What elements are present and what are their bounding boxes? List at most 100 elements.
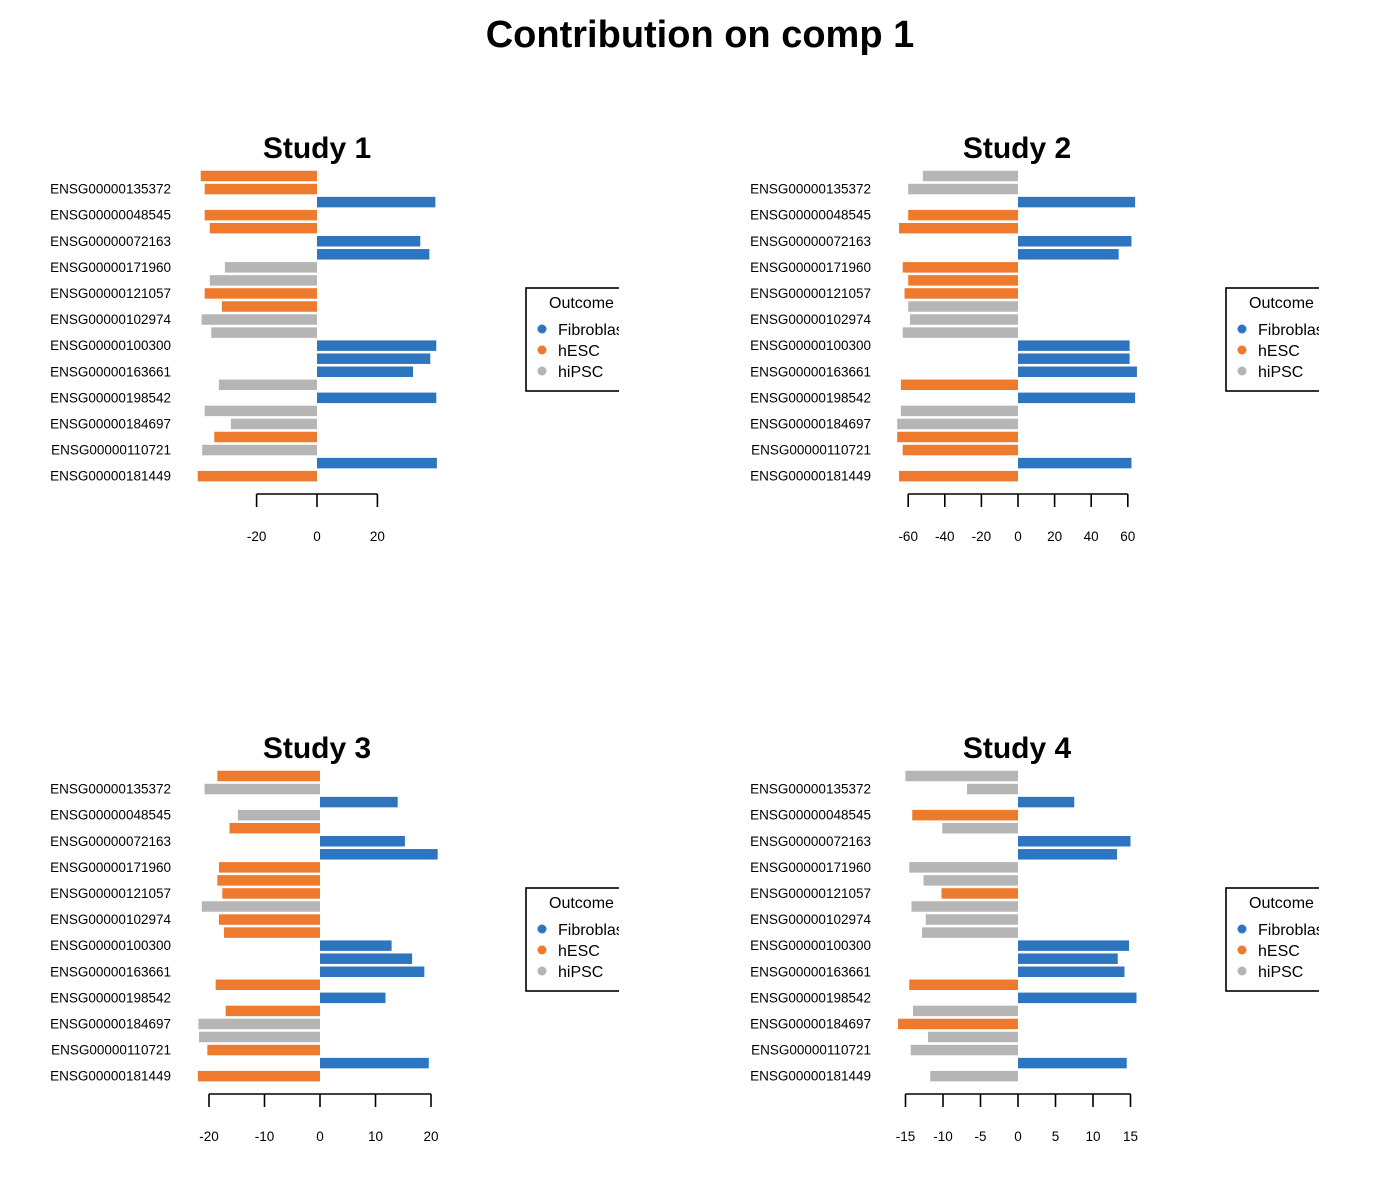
bar-hesc — [200, 170, 317, 182]
x-tick-label: 0 — [313, 529, 321, 544]
bar-hipsc — [922, 927, 1018, 938]
bar-hesc — [217, 770, 320, 782]
panel-study-2: Study 2 ENSG00000135372 ENSG00000048545 ENS… — [750, 132, 1400, 544]
legend-label: hESC — [558, 343, 600, 360]
x-tick-label: 10 — [1085, 1129, 1100, 1144]
legend-dot-fibroblast — [1237, 324, 1247, 334]
gene-label: ENSG00000198542 — [50, 390, 171, 405]
x-tick-label: -60 — [898, 529, 918, 544]
bar-hesc — [204, 183, 317, 195]
legend-clip-mask — [1319, 884, 1400, 996]
legend-label: hESC — [1258, 343, 1300, 360]
bar-hesc — [229, 822, 320, 834]
gene-label: ENSG00000048545 — [750, 208, 871, 223]
legend-label: Fibroblast — [558, 322, 629, 339]
bar-hesc — [214, 431, 317, 443]
gene-label: ENSG00000121057 — [750, 886, 871, 901]
legend: Outcome Fibroblast hESC hiPSC — [525, 284, 700, 396]
legend-label: hiPSC — [558, 364, 603, 381]
bar-fibroblast — [317, 457, 437, 469]
legend-label: Fibroblast — [1258, 322, 1329, 339]
bar-hipsc — [209, 275, 317, 286]
panel-title: Study 2 — [963, 132, 1071, 165]
bar-hesc — [223, 927, 320, 938]
legend-label: hESC — [558, 943, 600, 960]
bar-hesc — [908, 275, 1018, 286]
gene-label: ENSG00000184697 — [750, 416, 871, 431]
gene-label: ENSG00000198542 — [750, 990, 871, 1005]
gene-label: ENSG00000072163 — [750, 834, 871, 849]
bar-hipsc — [942, 822, 1018, 834]
legend: Outcome Fibroblast hESC hiPSC — [525, 884, 700, 996]
bar-hipsc — [897, 418, 1018, 430]
gene-label: ENSG00000198542 — [750, 390, 871, 405]
gene-label: ENSG00000102974 — [750, 312, 871, 327]
x-tick-label: -20 — [247, 529, 267, 544]
panel-study-3: Study 3 ENSG00000135372 ENSG00000048545 ENS… — [50, 732, 700, 1144]
bar-hesc — [218, 862, 320, 873]
bar-fibroblast — [1018, 992, 1137, 1004]
bar-hipsc — [237, 809, 320, 821]
gene-label: ENSG00000110721 — [751, 443, 871, 458]
bar-hipsc — [204, 783, 320, 795]
bar-hipsc — [201, 901, 320, 912]
gene-label: ENSG00000100300 — [50, 338, 171, 353]
bar-fibroblast — [1018, 836, 1131, 847]
bar-hipsc — [199, 1031, 320, 1043]
bar-hipsc — [910, 1044, 1018, 1056]
bar-hipsc — [211, 327, 317, 338]
legend-title: Outcome — [1249, 895, 1314, 912]
gene-label: ENSG00000198542 — [50, 990, 171, 1005]
legend-dot-hesc — [1237, 945, 1247, 955]
gene-label: ENSG00000100300 — [750, 938, 871, 953]
panel-study-4: Study 4 ENSG00000135372 ENSG00000048545 ENS… — [750, 732, 1400, 1144]
bar-fibroblast — [1018, 953, 1118, 964]
gene-label: ENSG00000181449 — [750, 1069, 871, 1084]
bar-hipsc — [928, 1031, 1018, 1043]
legend-dot-hesc — [537, 345, 547, 355]
bar-fibroblast — [320, 1057, 429, 1069]
bar-hipsc — [967, 783, 1018, 795]
legend-dot-hipsc — [537, 366, 547, 376]
x-tick-label: -10 — [255, 1129, 275, 1144]
bar-hipsc — [902, 327, 1018, 338]
gene-label: ENSG00000102974 — [50, 312, 171, 327]
gene-label: ENSG00000072163 — [750, 234, 871, 249]
bar-hesc — [899, 470, 1018, 482]
bar-hesc — [204, 209, 317, 221]
bar-fibroblast — [317, 392, 437, 404]
bar-fibroblast — [320, 796, 398, 808]
bar-fibroblast — [1018, 392, 1136, 404]
bar-fibroblast — [320, 966, 425, 977]
gene-label: ENSG00000171960 — [50, 260, 171, 275]
gene-label: ENSG00000102974 — [50, 912, 171, 927]
gene-label: ENSG00000121057 — [750, 286, 871, 301]
gene-label: ENSG00000102974 — [750, 912, 871, 927]
bar-hesc — [899, 222, 1018, 234]
x-tick-label: 20 — [423, 1129, 438, 1144]
main-title: Contribution on comp 1 — [485, 14, 915, 56]
legend-dot-hesc — [537, 945, 547, 955]
bar-hesc — [904, 288, 1018, 299]
legend-dot-hipsc — [1237, 366, 1247, 376]
x-tick-label: 15 — [1123, 1129, 1138, 1144]
bar-hipsc — [911, 901, 1018, 912]
bar-fibroblast — [1018, 249, 1119, 260]
bar-hipsc — [905, 770, 1018, 782]
x-tick-label: 0 — [1014, 529, 1022, 544]
gene-label: ENSG00000181449 — [50, 469, 171, 484]
gene-label: ENSG00000048545 — [50, 808, 171, 823]
legend-dot-fibroblast — [537, 324, 547, 334]
bar-hipsc — [900, 405, 1018, 417]
bar-hipsc — [930, 1070, 1018, 1082]
x-tick-label: 0 — [316, 1129, 324, 1144]
bar-fibroblast — [317, 249, 430, 260]
legend-label: hESC — [1258, 943, 1300, 960]
gene-label: ENSG00000181449 — [750, 469, 871, 484]
x-tick-label: 0 — [1014, 1129, 1022, 1144]
panel-study-1: Study 1 ENSG00000135372 ENSG00000048545 ENS… — [50, 132, 700, 544]
bar-hipsc — [922, 170, 1018, 182]
bar-hesc — [900, 379, 1018, 391]
gene-label: ENSG00000121057 — [50, 886, 171, 901]
bar-hesc — [215, 979, 320, 991]
